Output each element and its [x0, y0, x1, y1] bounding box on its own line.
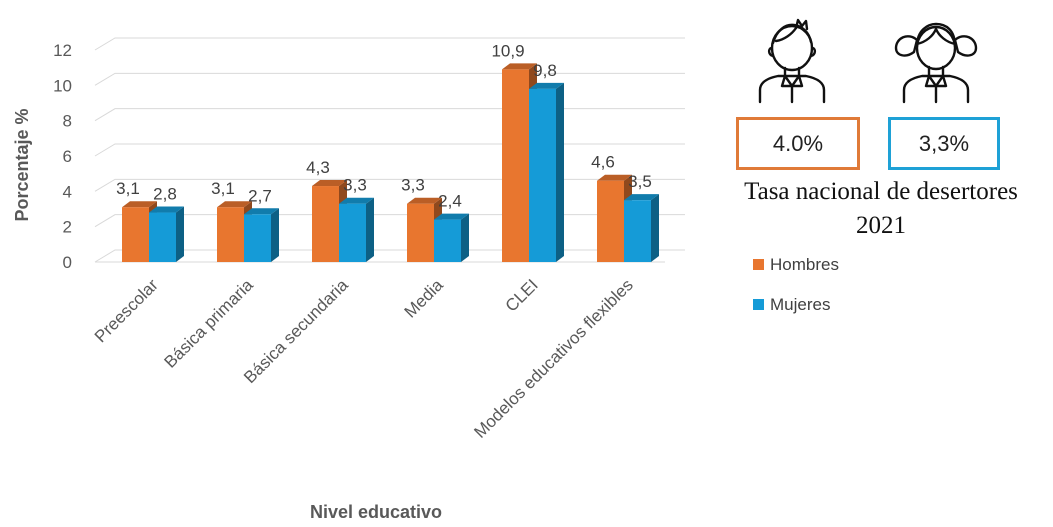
mujeres-rate-box: 3,3% — [888, 117, 1000, 170]
y-tick-label: 10 — [53, 76, 72, 95]
data-label-hombres-1: 3,1 — [211, 179, 235, 198]
bar-mujeres-5 — [624, 194, 659, 262]
data-label-hombres-5: 4,6 — [591, 153, 615, 172]
x-tick-label: Básica secundaria — [240, 275, 352, 387]
national-rate-year: 2021 — [856, 212, 906, 239]
legend-label-mujeres: Mujeres — [770, 295, 830, 314]
data-label-mujeres-0: 2,8 — [153, 185, 177, 204]
x-tick-label: Preescolar — [91, 275, 162, 346]
x-axis-title: Nivel educativo — [310, 502, 442, 522]
girl-avatar-icon — [894, 22, 978, 104]
y-tick-label: 12 — [53, 41, 72, 60]
bar-mujeres-2 — [339, 197, 374, 262]
data-label-hombres-4: 10,9 — [491, 41, 524, 60]
data-label-hombres-0: 3,1 — [116, 179, 140, 198]
gridline — [94, 72, 685, 86]
x-tick-label: Media — [401, 275, 448, 322]
y-tick-label: 6 — [63, 147, 72, 166]
data-label-mujeres-1: 2,7 — [248, 186, 272, 205]
mujeres-rate-value: 3,3% — [918, 130, 970, 156]
y-axis-title: Porcentaje % — [12, 108, 32, 221]
bar-mujeres-3 — [434, 213, 469, 262]
gridline — [94, 108, 685, 122]
gridline — [94, 143, 685, 157]
legend-swatch-hombres — [753, 259, 764, 270]
data-labels: 3,1 2,8 3,1 2,7 4,3 3,3 3,3 2,4 10,9 9,8 4,6 3,5 — [116, 41, 652, 210]
data-label-mujeres-4: 9,8 — [533, 61, 557, 80]
x-tick-label: Básica primaria — [161, 275, 258, 372]
data-label-mujeres-2: 3,3 — [343, 176, 367, 195]
gridline — [94, 214, 685, 228]
gridlines — [94, 37, 685, 263]
legend-label-hombres: Hombres — [770, 255, 839, 274]
y-tick-label: 0 — [63, 253, 72, 272]
data-label-hombres-2: 4,3 — [306, 158, 330, 177]
gridline — [94, 249, 685, 263]
boy-avatar-icon — [758, 18, 826, 104]
y-tick-label: 4 — [63, 182, 72, 201]
bar-mujeres-1 — [244, 208, 279, 262]
national-rate-caption: Tasa nacional de desertores — [744, 178, 1018, 205]
bars — [122, 63, 659, 262]
data-label-hombres-3: 3,3 — [401, 176, 425, 195]
data-label-mujeres-5: 3,5 — [628, 172, 652, 191]
legend-swatch-mujeres — [753, 299, 764, 310]
data-label-mujeres-3: 2,4 — [438, 192, 462, 211]
y-tick-label: 2 — [63, 218, 72, 237]
bar-mujeres-4 — [529, 82, 564, 262]
hombres-rate-value: 4.0% — [772, 130, 824, 156]
bar-mujeres-0 — [149, 206, 184, 262]
y-tick-label: 8 — [63, 112, 72, 131]
gridline — [94, 37, 685, 51]
x-tick-label: CLEI — [502, 275, 542, 315]
hombres-rate-box: 4.0% — [736, 117, 860, 170]
y-tick-labels: 0 2 4 6 8 10 12 — [53, 41, 72, 272]
gridline — [94, 178, 685, 192]
x-tick-label: Modelos educativos flexibles — [470, 275, 636, 441]
legend: Hombres Mujeres — [753, 255, 839, 314]
